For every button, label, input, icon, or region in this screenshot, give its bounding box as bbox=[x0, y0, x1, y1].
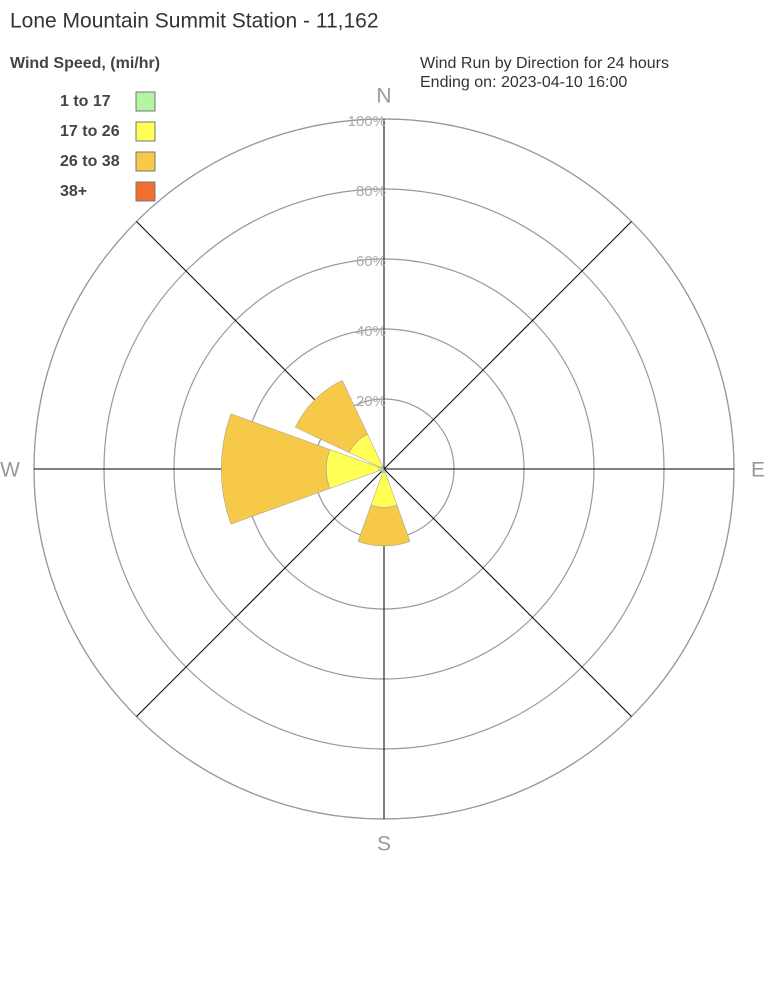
r-tick-label: 100% bbox=[348, 113, 386, 130]
r-tick-label: 60% bbox=[356, 253, 386, 270]
direction-label: W bbox=[0, 459, 20, 482]
legend-swatch bbox=[135, 91, 156, 112]
r-tick-label: 80% bbox=[356, 183, 386, 200]
legend-title: Wind Speed, (mi/hr) bbox=[10, 55, 160, 72]
spoke bbox=[383, 468, 632, 717]
direction-label: S bbox=[377, 833, 391, 856]
legend-swatch bbox=[135, 181, 156, 202]
legend-label: 38+ bbox=[60, 183, 87, 200]
wedge bbox=[380, 468, 385, 473]
legend-label: 1 to 17 bbox=[60, 93, 111, 110]
wedge bbox=[357, 504, 411, 547]
subtitle: Ending on: 2023-04-10 16:00 bbox=[420, 74, 627, 91]
direction-label: E bbox=[751, 459, 765, 482]
wedge bbox=[294, 379, 368, 453]
legend-swatch bbox=[135, 121, 156, 142]
r-tick-label: 20% bbox=[356, 393, 386, 410]
wedge bbox=[221, 413, 330, 525]
spoke bbox=[136, 468, 385, 717]
r-tick-label: 40% bbox=[356, 323, 386, 340]
legend-label: 17 to 26 bbox=[60, 123, 120, 140]
direction-label: N bbox=[376, 85, 391, 108]
legend-label: 26 to 38 bbox=[60, 153, 120, 170]
spoke bbox=[383, 221, 632, 470]
legend-swatch bbox=[135, 151, 156, 172]
chart-title: Lone Mountain Summit Station - 11,162 bbox=[10, 10, 379, 33]
subtitle: Wind Run by Direction for 24 hours bbox=[420, 55, 669, 72]
